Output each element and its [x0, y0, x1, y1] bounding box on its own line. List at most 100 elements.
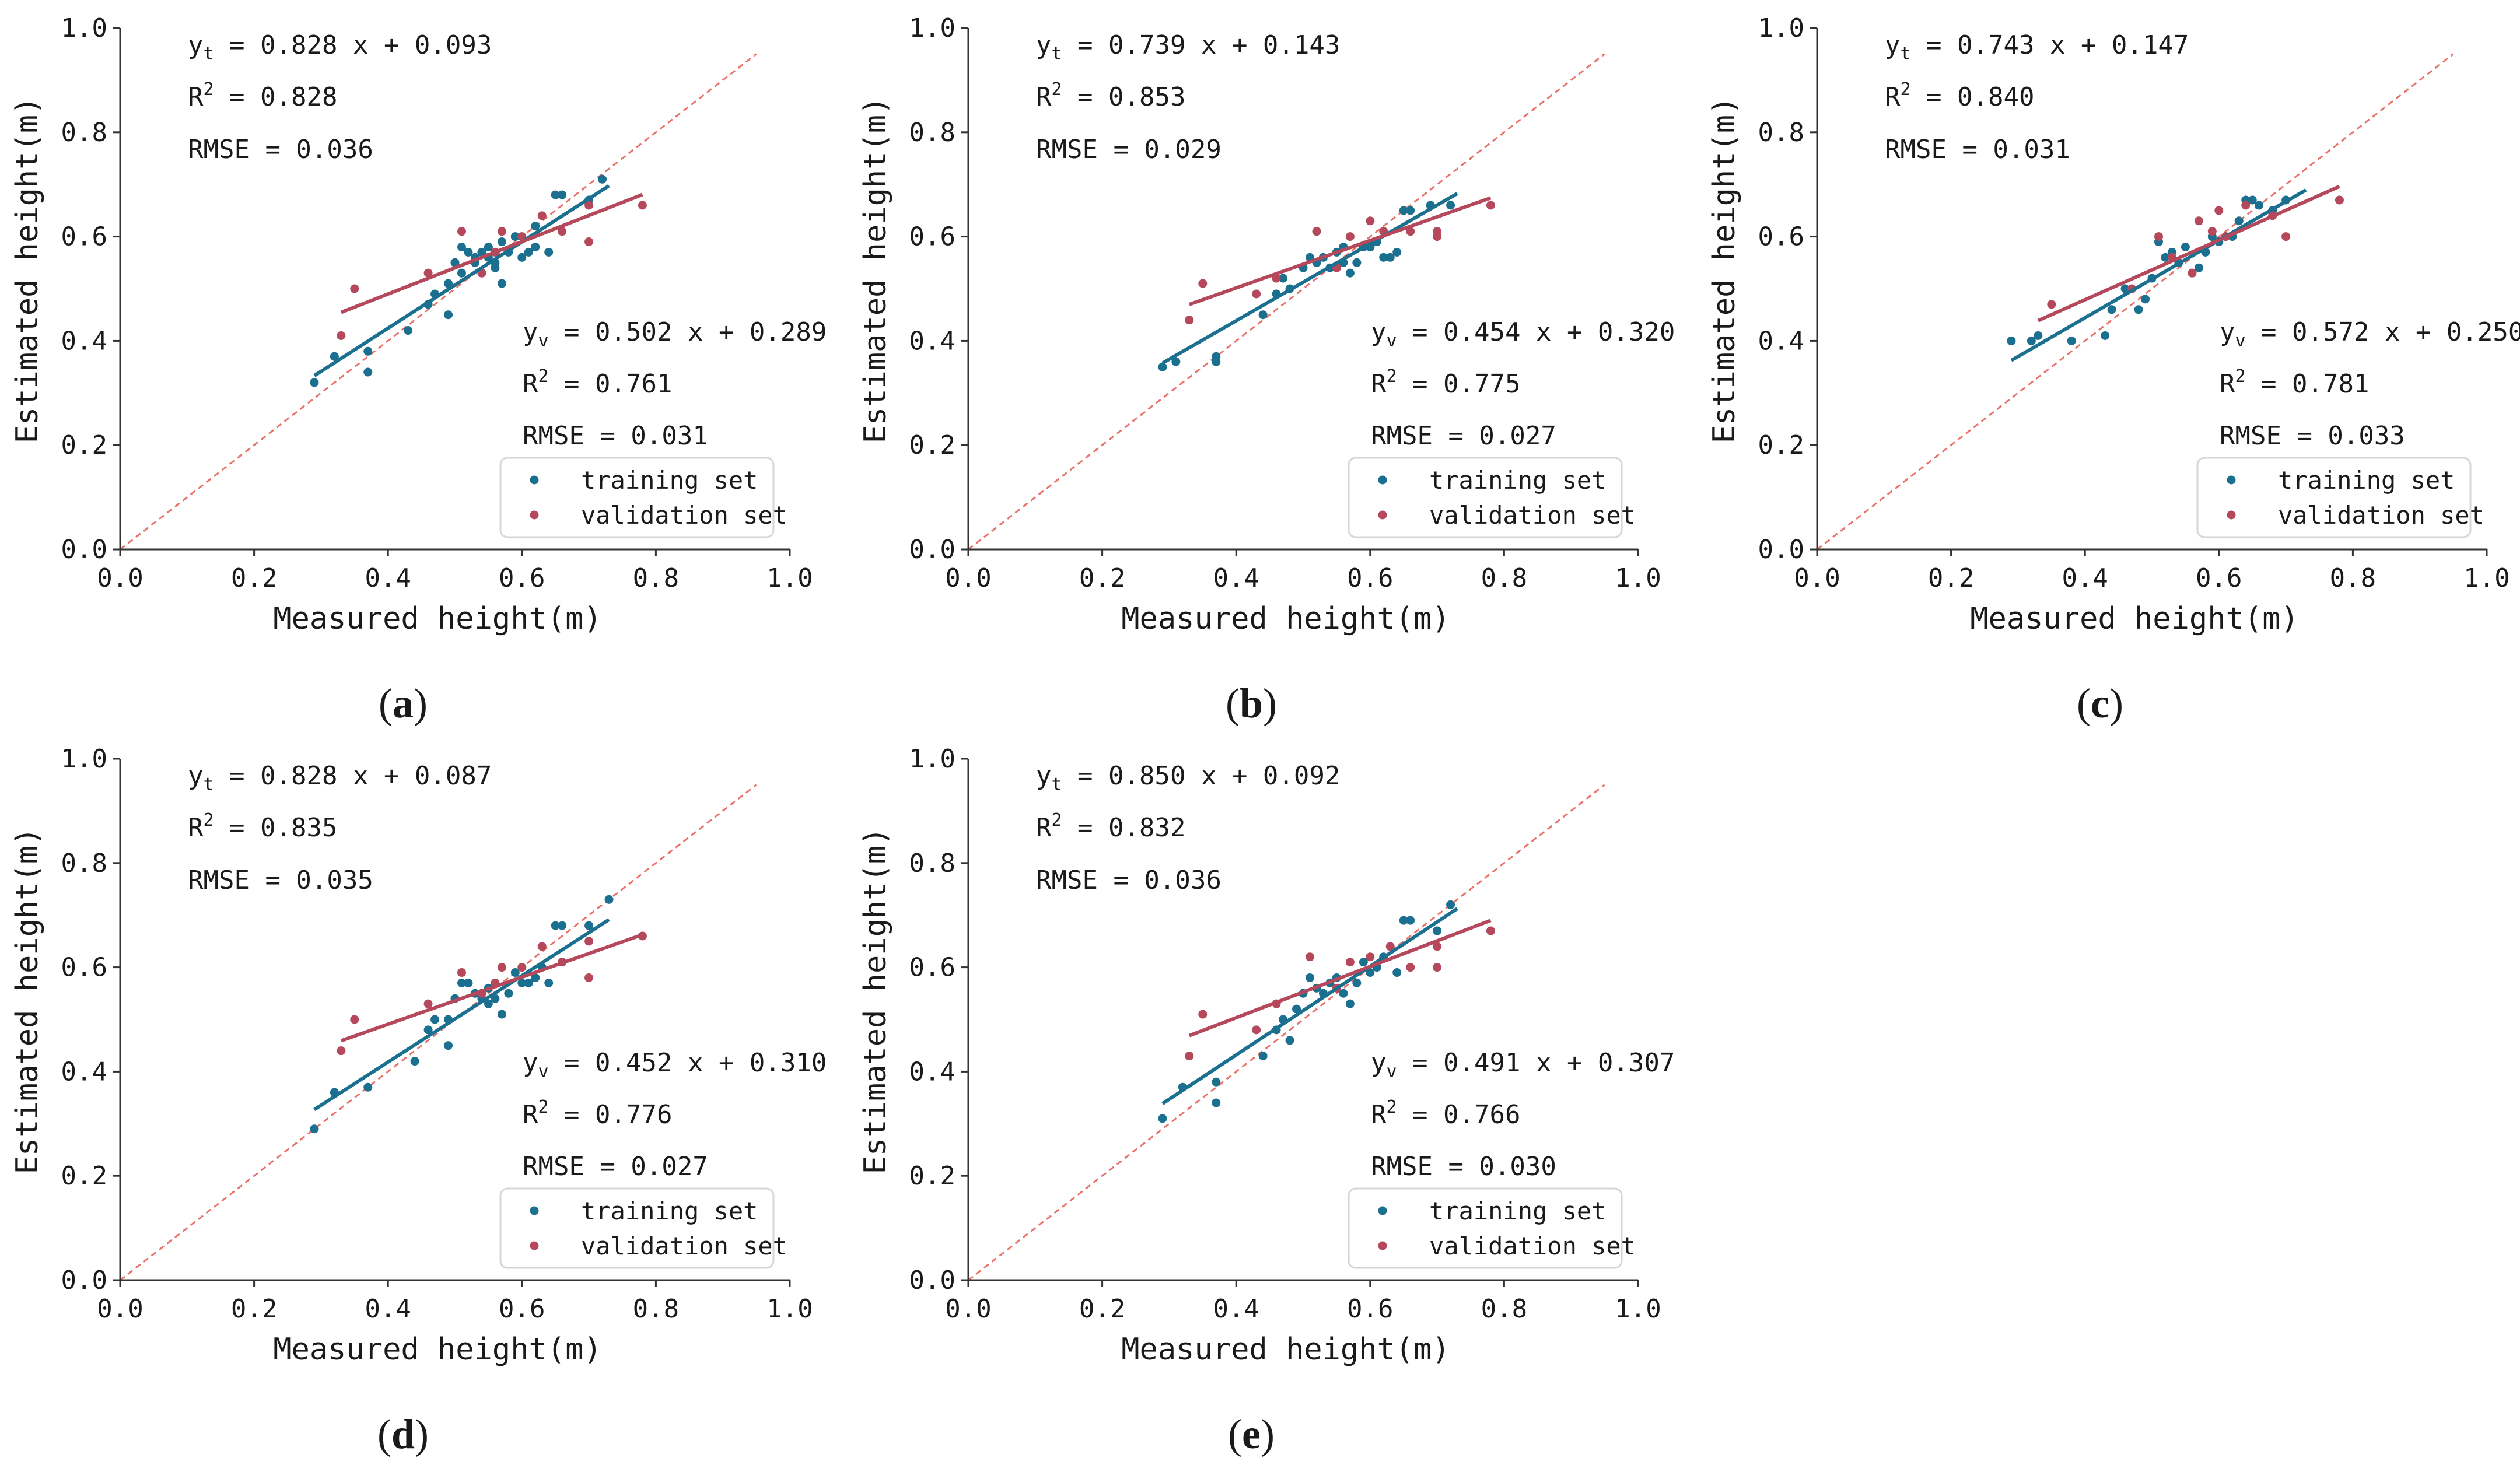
- validation-point: [1433, 227, 1442, 236]
- legend-training-label: training set: [2278, 466, 2455, 495]
- training-rmse: RMSE = 0.029: [1036, 135, 1222, 164]
- validation-rmse: RMSE = 0.031: [523, 421, 708, 451]
- training-point: [604, 895, 614, 904]
- training-point: [1212, 1098, 1221, 1107]
- training-point: [497, 1010, 506, 1019]
- legend-validation-label: validation set: [581, 501, 788, 530]
- x-tick-label: 0.8: [633, 1294, 679, 1324]
- y-tick-label: 1.0: [1758, 13, 1804, 43]
- validation-point: [2281, 232, 2291, 241]
- validation-point: [497, 227, 506, 236]
- training-point: [464, 978, 473, 987]
- legend-training-label: training set: [1429, 1197, 1606, 1225]
- y-axis-title: Estimated height(m): [10, 97, 45, 444]
- x-tick-label: 0.4: [1213, 1294, 1259, 1324]
- y-tick-label: 0.2: [61, 1161, 107, 1191]
- x-tick-label: 0.2: [1928, 563, 1974, 593]
- training-point: [444, 1041, 453, 1050]
- x-tick-label: 1.0: [1615, 1294, 1661, 1324]
- x-tick-label: 1.0: [766, 563, 813, 593]
- validation-equation: yv = 0.452 x + 0.310: [523, 1048, 827, 1082]
- identity-line: [968, 53, 1605, 551]
- legend-training-label: training set: [1429, 466, 1606, 495]
- training-point: [363, 346, 373, 356]
- legend: training set validation set: [1348, 457, 1636, 538]
- training-point: [551, 921, 560, 930]
- legend-validation-label: validation set: [2278, 501, 2484, 530]
- training-point: [457, 268, 466, 278]
- validation-point: [457, 227, 466, 236]
- legend: training set validation set: [1348, 1187, 1636, 1269]
- training-point: [504, 989, 513, 998]
- panel-d: 0.0 0.2 0.4 0.6 0.8 1.0 0.0 0.2 0.4 0.6 0.8 1.0 Meas…: [10, 744, 827, 1457]
- y-tick-label: 0.6: [61, 222, 107, 252]
- training-equation: yt = 0.743 x + 0.147: [1885, 30, 2189, 64]
- training-point: [2134, 305, 2143, 314]
- legend-validation-marker: [2227, 510, 2236, 520]
- training-point: [1212, 352, 1221, 361]
- legend-training-marker: [530, 475, 539, 485]
- training-point: [497, 279, 506, 288]
- y-tick-label: 0.6: [61, 953, 107, 983]
- validation-point: [2154, 232, 2163, 241]
- y-tick-label: 0.2: [909, 430, 956, 460]
- validation-point: [1486, 201, 1495, 210]
- training-point: [404, 326, 413, 335]
- y-tick-label: 0.0: [61, 1266, 107, 1295]
- training-point: [2255, 201, 2264, 210]
- x-tick-label: 0.8: [2330, 563, 2376, 593]
- x-tick-label: 0.4: [1213, 563, 1259, 593]
- x-tick-label: 0.6: [499, 1294, 545, 1324]
- validation-point: [517, 963, 527, 972]
- validation-point: [584, 237, 594, 247]
- identity-line: [120, 53, 757, 551]
- x-tick-label: 0.4: [2062, 563, 2108, 593]
- training-point: [1305, 973, 1314, 982]
- validation-point: [584, 201, 594, 210]
- validation-point: [537, 942, 547, 951]
- y-tick-label: 0.0: [61, 535, 107, 565]
- training-point: [2161, 253, 2170, 262]
- training-point: [2194, 263, 2203, 272]
- legend-validation-label: validation set: [581, 1232, 788, 1260]
- validation-point: [1198, 279, 1208, 288]
- training-point: [1158, 362, 1167, 371]
- y-tick-label: 1.0: [61, 744, 107, 774]
- legend-validation-marker: [1378, 510, 1387, 520]
- training-r2: R2 = 0.853: [1036, 79, 1185, 112]
- training-equation: yt = 0.850 x + 0.092: [1036, 761, 1340, 795]
- identity-line: [968, 784, 1605, 1281]
- panel-c: 0.0 0.2 0.4 0.6 0.8 1.0 0.0 0.2 0.4 0.6 0.8 1.0 Meas…: [1707, 13, 2520, 727]
- training-r2: R2 = 0.828: [188, 79, 337, 112]
- training-point: [1446, 900, 1455, 909]
- legend-validation-label: validation set: [1429, 1232, 1636, 1260]
- validation-point: [584, 973, 594, 982]
- training-point: [363, 367, 373, 377]
- y-tick-label: 0.4: [909, 326, 956, 356]
- training-point: [1385, 253, 1395, 262]
- validation-point: [558, 227, 567, 236]
- training-point: [444, 279, 453, 288]
- y-tick-label: 0.6: [909, 222, 956, 252]
- validation-point: [1366, 952, 1375, 962]
- y-tick-label: 0.8: [61, 849, 107, 878]
- validation-equation: yv = 0.502 x + 0.289: [523, 317, 827, 351]
- legend-box: [499, 457, 775, 538]
- validation-point: [638, 201, 647, 210]
- training-point: [1406, 916, 1415, 925]
- validation-point: [1366, 216, 1375, 226]
- training-point: [1359, 958, 1368, 967]
- training-point: [1285, 1036, 1294, 1045]
- y-tick-label: 0.4: [909, 1057, 956, 1087]
- validation-point: [2334, 195, 2344, 205]
- panel-e: 0.0 0.2 0.4 0.6 0.8 1.0 0.0 0.2 0.4 0.6 0.8 1.0 Meas…: [858, 744, 1675, 1457]
- x-axis-title: Measured height(m): [273, 1332, 602, 1367]
- training-fit-line: [313, 918, 610, 1112]
- validation-point: [1345, 958, 1354, 967]
- training-point: [310, 1124, 319, 1134]
- training-point: [430, 1015, 440, 1024]
- training-point: [1392, 968, 1402, 977]
- training-rmse: RMSE = 0.031: [1885, 135, 2070, 164]
- validation-point: [2047, 300, 2056, 309]
